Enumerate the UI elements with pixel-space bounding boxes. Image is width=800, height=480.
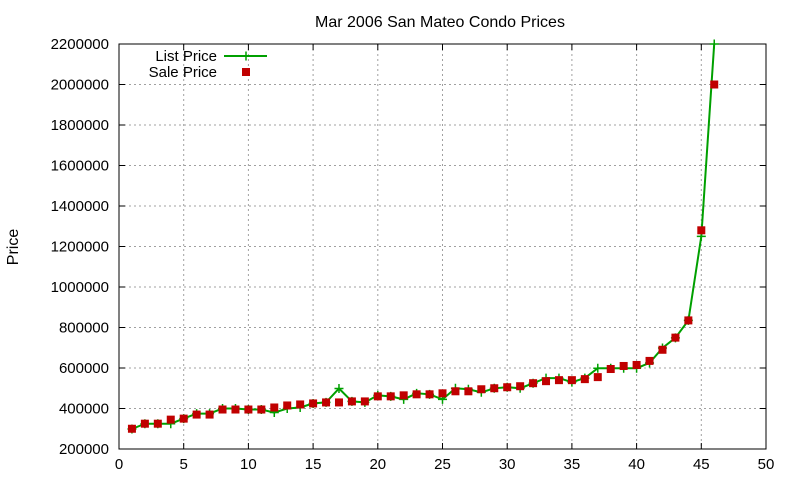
sale-price-point — [503, 383, 512, 392]
sale-price-point — [516, 382, 525, 391]
legend-label-sale-price: Sale Price — [149, 64, 217, 81]
sale-price-point — [490, 384, 499, 393]
y-tick-label: 1400000 — [51, 198, 109, 215]
legend-label-list-price: List Price — [155, 48, 217, 65]
sale-price-point — [451, 387, 460, 396]
sale-price-point — [347, 397, 356, 406]
sale-price-point — [296, 400, 305, 409]
y-tick-label: 2000000 — [51, 77, 109, 94]
y-tick-label: 800000 — [59, 320, 109, 337]
sale-price-point — [684, 316, 693, 325]
sale-price-point — [464, 387, 473, 396]
legend-marker-list-price — [241, 51, 251, 61]
sale-price-point — [542, 377, 551, 386]
legend: List Price Sale Price — [149, 48, 267, 81]
sale-price-point — [192, 410, 201, 419]
x-tick-label: 45 — [693, 456, 710, 473]
x-tick-label: 50 — [758, 456, 775, 473]
y-tick-label: 600000 — [59, 360, 109, 377]
series-layer — [127, 39, 719, 434]
x-tick-label: 35 — [564, 456, 581, 473]
sale-price-point — [697, 226, 706, 235]
x-tick-label: 25 — [434, 456, 451, 473]
sale-price-point — [360, 397, 369, 406]
y-tick-label: 1000000 — [51, 279, 109, 296]
sale-price-point — [334, 398, 343, 407]
x-tick-label: 30 — [499, 456, 516, 473]
sale-price-point — [567, 376, 576, 385]
sale-price-point — [619, 361, 628, 370]
sale-price-point — [412, 390, 421, 399]
sale-price-point — [593, 373, 602, 382]
chart-title: Mar 2006 San Mateo Condo Prices — [315, 14, 565, 31]
sale-price-point — [671, 333, 680, 342]
list-price-point — [334, 383, 344, 393]
x-tick-label: 0 — [115, 456, 123, 473]
y-axis-label: Price — [5, 229, 22, 266]
grid-layer — [119, 44, 766, 449]
sale-price-point — [179, 414, 188, 423]
sale-price-point — [270, 403, 279, 412]
x-tick-label: 20 — [369, 456, 386, 473]
sale-price-point — [477, 385, 486, 394]
sale-price-point — [399, 391, 408, 400]
sale-price-point — [606, 365, 615, 374]
sale-price-point — [283, 401, 292, 410]
sale-price-point — [645, 356, 654, 365]
sale-price-point — [127, 424, 136, 433]
y-tick-label: 1200000 — [51, 239, 109, 256]
list-price-point — [709, 39, 719, 49]
sale-price-point — [218, 405, 227, 414]
legend-marker-sale-price — [242, 68, 250, 76]
y-tick-label: 400000 — [59, 401, 109, 418]
y-tick-label: 200000 — [59, 441, 109, 458]
series-line-list-price — [131, 43, 716, 430]
y-tick-label: 1800000 — [51, 117, 109, 134]
sale-price-point — [425, 390, 434, 399]
sale-price-point — [309, 399, 318, 408]
sale-price-point — [166, 415, 175, 424]
sale-price-point — [231, 405, 240, 414]
list-price-point — [593, 363, 603, 373]
x-tick-label: 5 — [180, 456, 188, 473]
sale-price-point — [153, 419, 162, 428]
sale-price-point — [244, 405, 253, 414]
x-tick-label: 10 — [240, 456, 257, 473]
y-tick-label: 2200000 — [51, 36, 109, 53]
sale-price-point — [205, 410, 214, 419]
sale-price-point — [580, 375, 589, 384]
x-tick-label: 40 — [628, 456, 645, 473]
sale-price-point — [710, 80, 719, 89]
sale-price-point — [529, 379, 538, 388]
sale-price-point — [140, 419, 149, 428]
sale-price-point — [386, 392, 395, 401]
ticks-layer: 0 5 10 15 20 25 30 35 40 45 50 200000 400000 600000 80… — [51, 36, 775, 473]
sale-price-point — [438, 389, 447, 398]
sale-price-point — [373, 392, 382, 401]
sale-price-point — [322, 398, 331, 407]
sale-price-point — [658, 345, 667, 354]
sale-price-point — [632, 360, 641, 369]
x-tick-label: 15 — [305, 456, 322, 473]
sale-price-point — [257, 405, 266, 414]
y-tick-label: 1600000 — [51, 158, 109, 175]
sale-price-point — [554, 376, 563, 385]
